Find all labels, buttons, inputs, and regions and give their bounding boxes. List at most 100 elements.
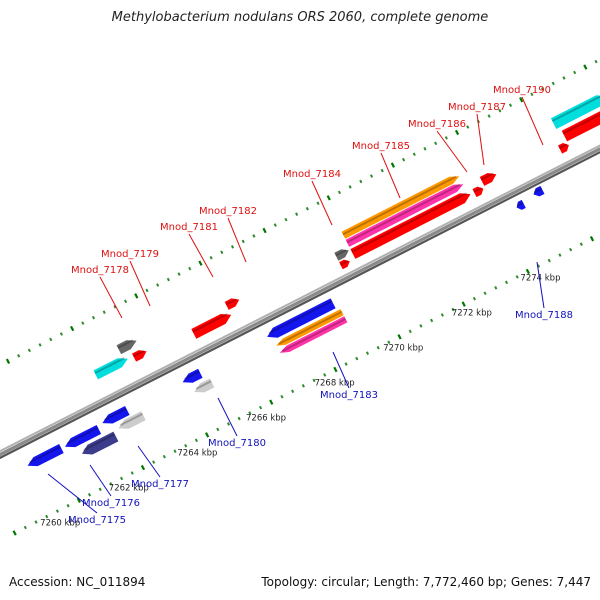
forward-scale-tick	[5, 358, 11, 364]
gene-7180a-shade	[184, 370, 200, 380]
forward-label-leader	[99, 276, 123, 319]
forward-scale-tick	[454, 129, 460, 136]
reverse-scale-tick	[451, 307, 455, 312]
forward-scale-tick	[102, 310, 106, 315]
forward-gene-label: Mnod_7182	[199, 206, 257, 217]
forward-scale-tick	[49, 337, 53, 342]
scale-label: 7264 kbp	[177, 449, 217, 459]
forward-scale-tick	[487, 114, 491, 118]
reverse-scale-tick	[397, 334, 402, 340]
scale-label: 7272 kbp	[452, 309, 492, 319]
gene-7186	[472, 186, 484, 198]
gene-7183c-shade	[281, 317, 346, 352]
forward-label-leader	[436, 130, 468, 173]
forward-scale-tick	[134, 293, 139, 299]
forward-scale-tick	[273, 223, 277, 227]
forward-scale-tick	[551, 81, 555, 86]
forward-scale-tick	[583, 64, 588, 70]
forward-scale-tick	[359, 179, 363, 184]
forward-scale-tick	[91, 315, 96, 320]
gene-7178-shade	[94, 357, 125, 375]
gene-7185b-shade	[346, 183, 461, 244]
reverse-scale-tick	[515, 275, 519, 279]
gene-7190c-shade	[562, 113, 600, 135]
gene-7184b	[339, 259, 350, 270]
scale-label: 7274 kbp	[520, 274, 560, 284]
gene-7188a	[516, 199, 526, 210]
gene-7188b	[533, 185, 545, 197]
gene-7179-shade	[117, 339, 134, 349]
forward-scale-tick	[541, 87, 545, 91]
gene-7176b-shade	[83, 433, 116, 451]
reverse-scale-tick	[87, 493, 92, 497]
genome-title: Methylobacterium nodulans ORS 2060, comp…	[111, 10, 489, 25]
forward-scale-tick	[156, 283, 160, 287]
gene-7190a-shade	[558, 143, 568, 150]
gene-7186-shade	[473, 187, 482, 193]
reverse-scale-tick	[226, 422, 231, 426]
forward-scale-tick	[508, 103, 513, 107]
gene-7180a	[182, 368, 203, 383]
forward-label-leader	[227, 217, 247, 263]
reverse-scale-tick	[152, 460, 156, 464]
forward-scale-tick	[124, 299, 128, 304]
forward-scale-tick	[305, 206, 309, 211]
forward-scale-tick	[466, 125, 470, 129]
reverse-scale-tick	[301, 384, 305, 388]
reverse-scale-tick	[312, 378, 316, 383]
forward-scale-tick	[562, 76, 566, 80]
forward-scale-tick	[337, 190, 342, 195]
reverse-scale-tick	[494, 285, 498, 290]
reverse-scale-tick	[45, 514, 49, 519]
forward-scale-tick	[573, 70, 577, 75]
gene-7183a-shade	[268, 300, 333, 335]
gene-7187-shade	[480, 172, 494, 181]
backbone-line	[0, 147, 600, 457]
scale-label: 7262 kbp	[109, 483, 149, 493]
gene-7190a	[558, 143, 569, 154]
forward-scale-tick	[262, 227, 267, 234]
gene-7179	[116, 340, 137, 355]
reverse-scale-tick	[237, 416, 241, 421]
forward-scale-tick	[380, 168, 384, 173]
reverse-scale-tick	[430, 318, 434, 323]
gene-7190b-shade	[551, 95, 600, 122]
forward-label-leader	[188, 233, 214, 278]
reverse-scale-tick	[55, 509, 59, 513]
gene-7176	[65, 425, 102, 448]
reverse-scale-tick	[98, 487, 102, 492]
forward-scale-tick	[402, 157, 406, 162]
gene-7183a	[267, 298, 336, 338]
forward-scale-tick	[166, 277, 170, 282]
gene-7180b	[194, 378, 215, 393]
gene-7182-shade	[225, 298, 237, 306]
reverse-gene-label: Mnod_7177	[131, 479, 189, 490]
reverse-scale-tick	[461, 301, 466, 307]
reverse-scale-tick	[23, 525, 27, 530]
forward-scale-tick	[316, 201, 320, 206]
reverse-scale-tick	[504, 280, 509, 285]
backbone-edge	[0, 150, 600, 460]
gene-7185c	[350, 193, 471, 259]
reverse-scale-tick	[258, 405, 263, 410]
reverse-scale-tick	[119, 476, 124, 481]
scale-label: 7266 kbp	[246, 414, 286, 424]
backbone-highlight	[0, 144, 600, 453]
gene-7185a-shade	[342, 175, 457, 236]
forward-gene-label: Mnod_7184	[283, 169, 341, 180]
reverse-scale-tick	[204, 432, 210, 438]
forward-gene-label: Mnod_7179	[101, 249, 159, 260]
gene-7187	[479, 173, 497, 186]
gene-7190b	[550, 95, 600, 129]
forward-gene-label: Mnod_7187	[448, 102, 506, 113]
forward-gene-label: Mnod_7181	[160, 222, 218, 233]
gene-7181-shade	[192, 313, 228, 333]
reverse-scale-tick	[387, 340, 391, 345]
forward-scale-tick	[198, 260, 203, 266]
gene-7177b	[118, 411, 146, 429]
gene-7177a	[102, 406, 130, 424]
forward-scale-tick	[326, 195, 331, 201]
forward-scale-tick	[241, 239, 245, 244]
gene-7179b-shade	[132, 350, 145, 358]
